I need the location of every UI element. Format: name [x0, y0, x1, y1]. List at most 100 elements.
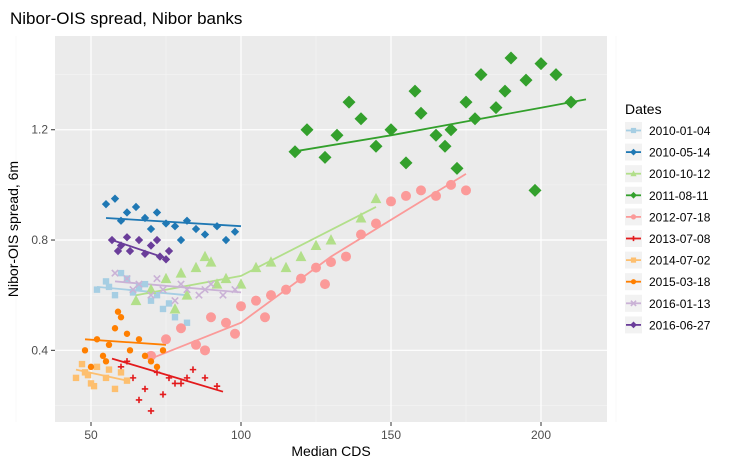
data-point	[129, 374, 137, 382]
data-point	[384, 123, 398, 137]
data-point	[141, 385, 149, 393]
data-point	[123, 358, 131, 365]
data-point	[117, 363, 125, 371]
data-point	[213, 382, 221, 390]
data-point	[159, 305, 167, 313]
data-point	[140, 249, 150, 258]
data-point	[251, 295, 261, 306]
data-point	[123, 330, 131, 337]
data-point	[135, 283, 143, 291]
data-point	[528, 183, 542, 197]
data-point	[183, 374, 191, 382]
data-point	[207, 280, 215, 288]
data-point	[171, 314, 179, 321]
data-point	[260, 312, 270, 323]
data-point	[181, 289, 193, 300]
data-point	[84, 371, 92, 379]
data-point	[117, 369, 125, 376]
data-point	[230, 328, 240, 339]
data-point	[102, 358, 110, 365]
data-point	[161, 255, 171, 264]
x-axis-title: Median CDS	[291, 443, 370, 459]
data-point	[399, 156, 413, 170]
data-point	[153, 291, 161, 299]
data-point	[416, 185, 426, 196]
data-point	[191, 339, 201, 350]
data-point	[153, 274, 161, 283]
data-point	[191, 224, 201, 234]
data-point	[183, 285, 191, 294]
data-point	[123, 377, 131, 384]
data-point	[165, 300, 173, 307]
data-point	[534, 57, 548, 71]
data-point	[564, 95, 578, 109]
data-point	[105, 341, 113, 348]
data-point	[140, 213, 150, 223]
data-point	[135, 396, 143, 404]
data-point	[159, 391, 167, 398]
legend-key-symbol	[630, 148, 637, 156]
data-point	[183, 319, 191, 326]
data-point	[266, 290, 276, 301]
data-point	[87, 363, 95, 371]
data-point	[147, 407, 155, 415]
data-point	[111, 385, 119, 393]
chart-title: Nibor-OIS spread, Nibor banks	[10, 9, 242, 28]
data-point	[153, 369, 161, 376]
data-point	[114, 308, 122, 315]
data-point	[93, 363, 101, 371]
data-point	[126, 347, 134, 354]
data-point	[211, 278, 223, 289]
data-point	[230, 227, 240, 236]
data-point	[111, 325, 119, 332]
y-tick-label: 1.2	[31, 123, 48, 137]
data-point	[296, 273, 306, 284]
data-point	[72, 374, 80, 382]
fit-line	[135, 206, 377, 297]
data-point	[131, 202, 141, 212]
data-point	[414, 106, 428, 120]
data-point	[474, 68, 488, 82]
data-point	[498, 84, 512, 98]
x-tick-label: 50	[84, 428, 98, 442]
data-point	[341, 251, 351, 262]
data-point	[111, 269, 119, 277]
data-point	[408, 84, 422, 98]
data-point	[177, 380, 185, 387]
data-point	[231, 285, 239, 294]
data-point	[371, 218, 381, 229]
legend-key-symbol	[630, 300, 637, 307]
data-point	[141, 280, 149, 288]
data-point	[123, 274, 131, 283]
data-point	[219, 291, 227, 299]
data-point	[129, 285, 137, 294]
data-point	[401, 190, 411, 201]
legend-label: 2010-10-12	[649, 167, 711, 181]
data-point	[164, 246, 174, 256]
data-point	[468, 112, 482, 126]
data-point	[146, 241, 156, 250]
data-point	[147, 297, 155, 304]
data-point	[134, 235, 144, 245]
data-point	[311, 262, 321, 273]
fit-line	[111, 357, 224, 393]
data-point	[461, 185, 471, 196]
legend-key-symbol	[630, 279, 637, 285]
data-point	[169, 303, 181, 314]
legend-label: 2016-06-27	[649, 318, 711, 332]
data-point	[221, 235, 231, 245]
data-point	[189, 366, 197, 373]
y-axis-title: Nibor-OIS spread, 6m	[5, 161, 21, 297]
data-point	[102, 278, 110, 285]
data-point	[171, 380, 179, 387]
data-point	[200, 345, 210, 356]
axes: 50 100 150 200 0.4 0.8 1.2	[31, 123, 551, 442]
data-point	[205, 256, 217, 267]
data-point	[146, 224, 156, 234]
data-point	[159, 347, 167, 354]
legend-label: 2010-01-04	[649, 124, 711, 138]
data-point	[220, 272, 232, 284]
data-point	[161, 334, 171, 345]
data-point	[250, 261, 262, 273]
